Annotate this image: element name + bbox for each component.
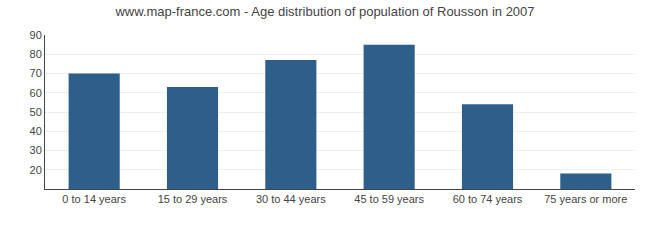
svg-text:0 to 14 years: 0 to 14 years	[62, 193, 126, 205]
svg-text:90: 90	[30, 29, 42, 41]
svg-text:80: 80	[30, 48, 42, 60]
svg-text:60: 60	[30, 87, 42, 99]
svg-text:30 to 44 years: 30 to 44 years	[256, 193, 326, 205]
svg-text:20: 20	[30, 164, 42, 176]
svg-text:75 years or more: 75 years or more	[544, 193, 627, 205]
svg-text:70: 70	[30, 67, 42, 79]
svg-text:45 to 59 years: 45 to 59 years	[354, 193, 424, 205]
svg-text:www.map-france.com - Age distr: www.map-france.com - Age distribution of…	[114, 4, 534, 19]
svg-text:15 to 29 years: 15 to 29 years	[158, 193, 228, 205]
svg-text:50: 50	[30, 106, 42, 118]
svg-text:60 to 74 years: 60 to 74 years	[453, 193, 523, 205]
svg-text:40: 40	[30, 125, 42, 137]
svg-text:30: 30	[30, 144, 42, 156]
